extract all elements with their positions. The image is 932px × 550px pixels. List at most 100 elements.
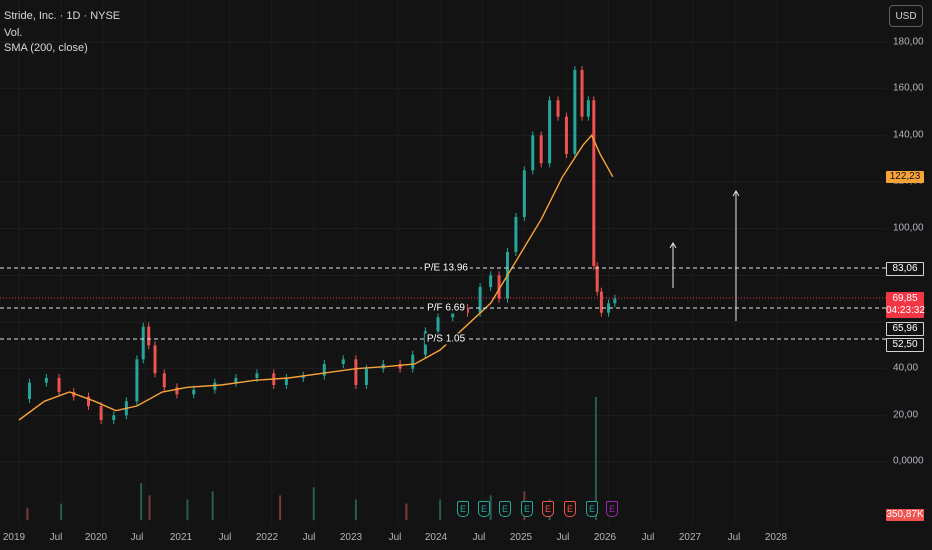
price-candle	[141, 326, 145, 360]
price-candle	[322, 364, 326, 376]
price-candle	[548, 100, 552, 164]
price-candle	[28, 382, 32, 399]
earnings-marker[interactable]: E	[586, 501, 598, 517]
volume-bar	[186, 499, 189, 520]
pe-price-label: 83,06	[886, 262, 924, 276]
price-candle	[436, 317, 440, 332]
earnings-marker[interactable]: E	[606, 501, 618, 517]
price-candles	[28, 66, 617, 424]
last-price-label: 69,85 04:23:32	[886, 292, 925, 318]
earnings-marker[interactable]: E	[457, 501, 469, 517]
earnings-marker[interactable]: E	[499, 501, 511, 517]
price-candle	[301, 375, 305, 378]
price-candle	[255, 373, 259, 378]
price-candle	[99, 406, 103, 420]
x-tick-label: 2025	[509, 532, 533, 543]
price-candle	[531, 135, 535, 171]
price-candle	[192, 389, 196, 395]
volume-bar	[140, 483, 143, 520]
price-candle	[580, 70, 584, 117]
price-candle	[213, 382, 217, 390]
price-candle	[586, 100, 590, 117]
volume-bar	[148, 495, 151, 520]
x-tick-label: 2024	[424, 532, 448, 543]
currency-button[interactable]: USD	[889, 5, 923, 27]
earnings-marker[interactable]: E	[478, 501, 490, 517]
x-tick-label: 2028	[764, 532, 788, 543]
x-tick-label: 2021	[169, 532, 193, 543]
sma-indicator-label[interactable]: SMA (200, close)	[4, 42, 88, 54]
y-tick-label: 40,00	[893, 362, 919, 374]
symbol-title[interactable]: Stride, Inc. · 1D · NYSE	[4, 10, 121, 22]
volume-value-label: 350,87K	[886, 509, 924, 521]
level-label: P/S 1.05	[424, 333, 468, 345]
price-candle	[514, 217, 518, 252]
price-candle	[595, 266, 599, 292]
earnings-marker[interactable]: E	[542, 501, 554, 517]
price-candle	[153, 345, 157, 374]
x-tick-label: Jul	[302, 532, 316, 543]
price-candle	[592, 100, 596, 266]
x-tick-label: 2023	[339, 532, 363, 543]
arrow-head	[669, 242, 677, 249]
sma-price-label: 122,23	[886, 171, 924, 183]
volume-bar	[594, 397, 597, 520]
y-tick-label: 100,00	[893, 222, 924, 234]
price-candle	[354, 359, 358, 385]
volume-bar	[312, 487, 315, 520]
price-candle	[398, 364, 402, 369]
pf-price-label: 65,96	[886, 322, 924, 336]
x-tick-label: Jul	[130, 532, 144, 543]
x-tick-label: Jul	[556, 532, 570, 543]
price-candle	[86, 396, 90, 406]
x-tick-label: Jul	[727, 532, 741, 543]
price-candle	[72, 392, 76, 397]
volume-bar	[405, 503, 408, 520]
price-candle	[478, 287, 482, 313]
price-candle	[175, 387, 179, 395]
price-candle	[341, 359, 345, 364]
volume-bar	[354, 499, 357, 520]
price-candle	[613, 298, 617, 304]
price-candle	[44, 378, 48, 383]
price-candle	[522, 170, 526, 217]
price-candle	[57, 378, 61, 392]
y-tick-label: 180,00	[893, 36, 924, 48]
price-candle	[607, 303, 611, 313]
earnings-marker[interactable]: E	[521, 501, 533, 517]
volume-bar	[439, 499, 442, 520]
price-candle	[147, 326, 151, 346]
price-candle	[284, 378, 288, 385]
last-price-value: 69,85	[892, 293, 918, 304]
arrow-head	[732, 190, 740, 197]
y-tick-label: 0,0000	[893, 455, 924, 467]
x-tick-label: Jul	[218, 532, 232, 543]
volume-bar	[211, 491, 214, 520]
x-tick-label: Jul	[388, 532, 402, 543]
price-candle	[112, 415, 116, 420]
ps-price-label: 52,50	[886, 338, 924, 352]
level-label: P/E 13.96	[422, 262, 470, 274]
volume-bar	[489, 495, 492, 520]
x-tick-label: 2019	[2, 532, 26, 543]
x-tick-label: Jul	[472, 532, 486, 543]
volume-bar	[60, 503, 63, 520]
earnings-marker[interactable]: E	[564, 501, 576, 517]
x-tick-label: 2027	[678, 532, 702, 543]
volume-indicator-label[interactable]: Vol.	[4, 27, 23, 39]
x-tick-label: 2022	[255, 532, 279, 543]
volume-bar	[279, 495, 282, 520]
countdown-timer: 04:23:32	[886, 305, 925, 316]
price-candle	[411, 354, 415, 369]
sma-200-line	[18, 134, 614, 421]
x-tick-label: Jul	[49, 532, 63, 543]
y-tick-label: 140,00	[893, 129, 924, 141]
x-tick-label: 2026	[593, 532, 617, 543]
price-candle	[234, 378, 238, 383]
price-candle	[556, 100, 560, 117]
projection-arrows	[669, 190, 740, 321]
price-candle	[573, 70, 577, 154]
price-candle	[364, 368, 368, 385]
y-tick-label: 160,00	[893, 82, 924, 94]
